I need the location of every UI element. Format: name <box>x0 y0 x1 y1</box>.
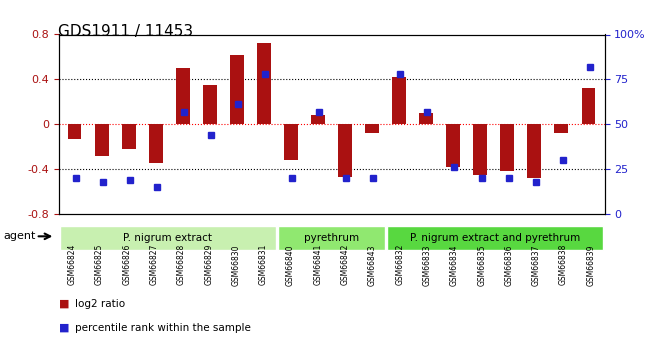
Text: log2 ratio: log2 ratio <box>75 299 125 308</box>
Bar <box>284 124 298 160</box>
Text: GSM66830: GSM66830 <box>231 244 240 286</box>
Text: GSM66835: GSM66835 <box>477 244 486 286</box>
Text: GSM66836: GSM66836 <box>504 244 514 286</box>
Bar <box>500 124 514 171</box>
Bar <box>149 124 162 164</box>
Text: GSM66838: GSM66838 <box>559 244 568 285</box>
Text: GSM66829: GSM66829 <box>204 244 213 285</box>
Text: agent: agent <box>3 231 36 241</box>
Text: GSM66831: GSM66831 <box>259 244 268 285</box>
Text: GSM66834: GSM66834 <box>450 244 459 286</box>
Text: P. nigrum extract and pyrethrum: P. nigrum extract and pyrethrum <box>410 233 580 243</box>
Bar <box>527 124 541 178</box>
Bar <box>122 124 136 149</box>
Bar <box>393 77 406 124</box>
Text: GSM66827: GSM66827 <box>150 244 159 285</box>
Text: GSM66842: GSM66842 <box>341 244 350 285</box>
Text: GSM66826: GSM66826 <box>122 244 131 285</box>
Text: GDS1911 / 11453: GDS1911 / 11453 <box>58 24 194 39</box>
Bar <box>68 124 81 139</box>
Text: ■: ■ <box>58 299 69 308</box>
Text: GSM66839: GSM66839 <box>586 244 595 286</box>
Bar <box>203 85 216 124</box>
Text: GSM66843: GSM66843 <box>368 244 377 286</box>
Bar <box>419 113 433 124</box>
Bar <box>582 88 595 124</box>
Bar <box>311 115 325 124</box>
Bar <box>554 124 568 133</box>
Bar <box>447 124 460 167</box>
Text: percentile rank within the sample: percentile rank within the sample <box>75 323 251 333</box>
FancyBboxPatch shape <box>60 226 276 250</box>
Text: GSM66841: GSM66841 <box>313 244 322 285</box>
FancyBboxPatch shape <box>387 226 603 250</box>
Bar <box>176 68 190 124</box>
Text: GSM66837: GSM66837 <box>532 244 541 286</box>
Text: GSM66824: GSM66824 <box>68 244 77 285</box>
Text: GSM66825: GSM66825 <box>95 244 104 285</box>
Text: ■: ■ <box>58 323 69 333</box>
Bar <box>338 124 352 177</box>
Text: GSM66828: GSM66828 <box>177 244 186 285</box>
Text: GSM66833: GSM66833 <box>422 244 432 286</box>
Bar <box>257 43 270 124</box>
Text: GSM66840: GSM66840 <box>286 244 295 286</box>
Bar <box>365 124 379 133</box>
Text: P. nigrum extract: P. nigrum extract <box>124 233 212 243</box>
Text: pyrethrum: pyrethrum <box>304 233 359 243</box>
Bar <box>473 124 487 175</box>
Bar <box>95 124 109 156</box>
FancyBboxPatch shape <box>278 226 385 250</box>
Bar <box>230 55 244 124</box>
Text: GSM66832: GSM66832 <box>395 244 404 285</box>
